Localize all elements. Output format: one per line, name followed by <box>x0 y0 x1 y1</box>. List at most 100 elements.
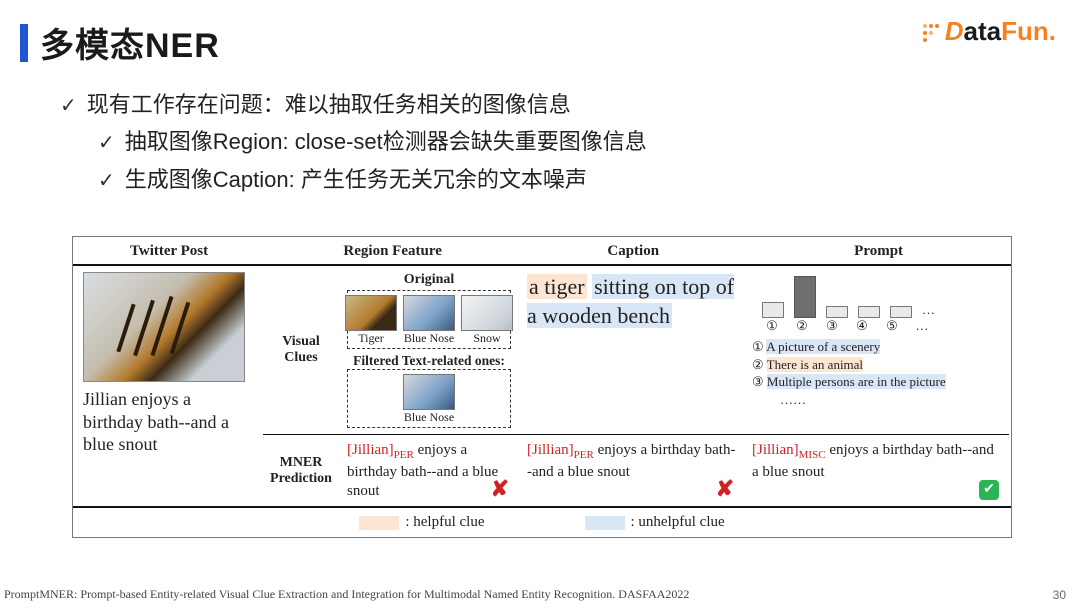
pred-region-entity: [Jillian] <box>347 442 394 458</box>
prompt-item-3-text: Multiple persons are in the picture <box>767 374 946 389</box>
thumb-tiger: Tiger <box>345 295 397 346</box>
figure-table: Twitter Post Region Feature Caption Prom… <box>72 236 1012 538</box>
prompt-item-2: ② There is an animal <box>752 356 1001 374</box>
bullet-main: ✓ 现有工作存在问题：难以抽取任务相关的图像信息 <box>60 86 647 123</box>
page-number: 30 <box>1053 588 1066 602</box>
barnum-4: ④ <box>852 318 872 334</box>
header-prompt: Prompt <box>746 237 1011 264</box>
header-twitter: Twitter Post <box>73 237 265 264</box>
figure-legend: : helpful clue : unhelpful clue <box>73 506 1011 537</box>
bar-1 <box>762 302 784 318</box>
slide-title-bar: 多模态NER <box>20 18 220 67</box>
pred-prompt-cell: [Jillian]MISC enjoys a birthday bath--an… <box>744 434 1009 506</box>
check-icon: ✔ <box>979 480 999 500</box>
pred-prompt-text: [Jillian]MISC enjoys a birthday bath--an… <box>752 441 1001 482</box>
bar-5 <box>890 306 912 318</box>
logo-d: D <box>945 16 964 46</box>
slide-title: 多模态NER <box>40 18 220 67</box>
logo-dots-icon <box>921 22 943 44</box>
prompt-item-1-text: A picture of a scenery <box>766 339 880 354</box>
thumb-bluenose: Blue Nose <box>403 295 455 346</box>
caption-cell: a tiger sitting on top of a wooden bench <box>519 266 744 434</box>
bullet-sub-2: ✓ 生成图像Caption: 产生任务无关冗余的文本噪声 <box>98 161 647 198</box>
thumb-snow: Snow <box>461 295 513 346</box>
prompt-item-3-num: ③ <box>752 374 764 389</box>
caption-text: a tiger sitting on top of a wooden bench <box>527 272 736 330</box>
figure-header-row: Twitter Post Region Feature Caption Prom… <box>73 237 1011 266</box>
thumb-bluenose-filtered-label: Blue Nose <box>403 410 455 425</box>
citation-text: PromptMNER: Prompt-based Entity-related … <box>4 587 689 602</box>
logo-datafun: DataFun. <box>921 16 1056 47</box>
pred-caption-cell: [Jillian]PER enjoys a birthday bath--and… <box>519 434 744 506</box>
cross-icon: ✘ <box>491 476 509 502</box>
bullet-sub-2-text: 生成图像Caption: 产生任务无关冗余的文本噪声 <box>125 167 587 192</box>
thumb-snow-img <box>461 295 513 331</box>
pred-region-text: [Jillian]PER enjoys a birthday bath--and… <box>347 441 511 500</box>
prompt-item-2-num: ② <box>752 357 764 372</box>
figure-body: Jillian enjoys a birthday bath--and a bl… <box>73 266 1011 506</box>
prompt-ellipsis: …… <box>752 391 1001 409</box>
bullet-list: ✓ 现有工作存在问题：难以抽取任务相关的图像信息 ✓ 抽取图像Region: clo… <box>60 86 647 198</box>
legend-unhelpful: : unhelpful clue <box>585 514 725 531</box>
logo-ata: ata <box>964 16 1002 46</box>
header-caption: Caption <box>520 237 746 264</box>
bar-2 <box>794 276 816 318</box>
legend-unhelpful-label: : unhelpful clue <box>631 514 725 530</box>
thumb-bluenose-img <box>403 295 455 331</box>
prompt-bar-nums: ① ② ③ ④ ⑤ … <box>752 318 1001 334</box>
barnum-3: ③ <box>822 318 842 334</box>
thumb-snow-label: Snow <box>461 331 513 346</box>
swatch-unhelpful <box>585 516 625 530</box>
bullet-sub-1-text: 抽取图像Region: close-set检测器会缺失重要图像信息 <box>125 129 647 154</box>
barnum-ell: … <box>912 318 932 334</box>
barnum-2: ② <box>792 318 812 334</box>
rowlabel-mner: MNER Prediction <box>263 434 339 506</box>
pred-prompt-tag: MISC <box>799 449 826 461</box>
barnum-1: ① <box>762 318 782 334</box>
rowlabel-visual-clues: Visual Clues <box>263 266 339 434</box>
rf-filtered-box: Blue Nose <box>347 369 511 428</box>
legend-helpful-label: : helpful clue <box>405 514 484 530</box>
prompt-item-1: ① A picture of a scenery <box>752 338 1001 356</box>
bar-4 <box>858 306 880 318</box>
thumb-bluenose-filtered: Blue Nose <box>403 374 455 425</box>
header-region: Region Feature <box>265 237 520 264</box>
prompt-cell: … ① ② ③ ④ ⑤ … ① A picture of a scenery <box>744 266 1009 434</box>
pred-region-cell: [Jillian]PER enjoys a birthday bath--and… <box>339 434 519 506</box>
figure-right-grid: Visual Clues Original Tiger Blue Nose Sn… <box>263 266 1011 506</box>
thumb-tiger-img <box>345 295 397 331</box>
legend-helpful: : helpful clue <box>359 514 484 531</box>
pred-prompt-entity: [Jillian] <box>752 442 799 458</box>
check-icon: ✓ <box>98 132 115 154</box>
prompt-item-3: ③ Multiple persons are in the picture <box>752 373 1001 391</box>
caption-helpful: a tiger <box>527 274 587 299</box>
prompt-list: ① A picture of a scenery ② There is an a… <box>752 338 1001 408</box>
cross-icon: ✘ <box>716 476 734 502</box>
twitter-post-cell: Jillian enjoys a birthday bath--and a bl… <box>73 266 263 506</box>
bullet-sub-1: ✓ 抽取图像Region: close-set检测器会缺失重要图像信息 <box>98 123 647 160</box>
thumb-tiger-label: Tiger <box>345 331 397 346</box>
prompt-item-2-text: There is an animal <box>767 357 863 372</box>
pred-caption-tag: PER <box>574 449 594 461</box>
prompt-bar-chart: … <box>752 272 1001 318</box>
title-accent <box>20 24 28 62</box>
logo-dot: . <box>1049 16 1056 46</box>
thumb-bluenose-filtered-img <box>403 374 455 410</box>
pred-caption-text: [Jillian]PER enjoys a birthday bath--and… <box>527 441 736 482</box>
barnum-5: ⑤ <box>882 318 902 334</box>
pred-caption-entity: [Jillian] <box>527 442 574 458</box>
rf-filtered-label: Filtered Text-related ones: <box>347 353 511 369</box>
swatch-helpful <box>359 516 399 530</box>
rf-original-box: Tiger Blue Nose Snow <box>347 290 511 349</box>
bar-3 <box>826 306 848 318</box>
logo-fun: Fun <box>1001 16 1049 46</box>
rf-original-label: Original <box>347 272 511 288</box>
bullet-main-text: 现有工作存在问题：难以抽取任务相关的图像信息 <box>87 92 571 117</box>
check-icon: ✓ <box>60 95 77 117</box>
twitter-text: Jillian enjoys a birthday bath--and a bl… <box>83 388 255 456</box>
check-icon: ✓ <box>98 170 115 192</box>
prompt-item-1-num: ① <box>752 339 764 354</box>
pred-region-tag: PER <box>394 449 414 461</box>
region-feature-cell: Original Tiger Blue Nose Snow Fil <box>339 266 519 434</box>
thumb-bluenose-label: Blue Nose <box>403 331 455 346</box>
